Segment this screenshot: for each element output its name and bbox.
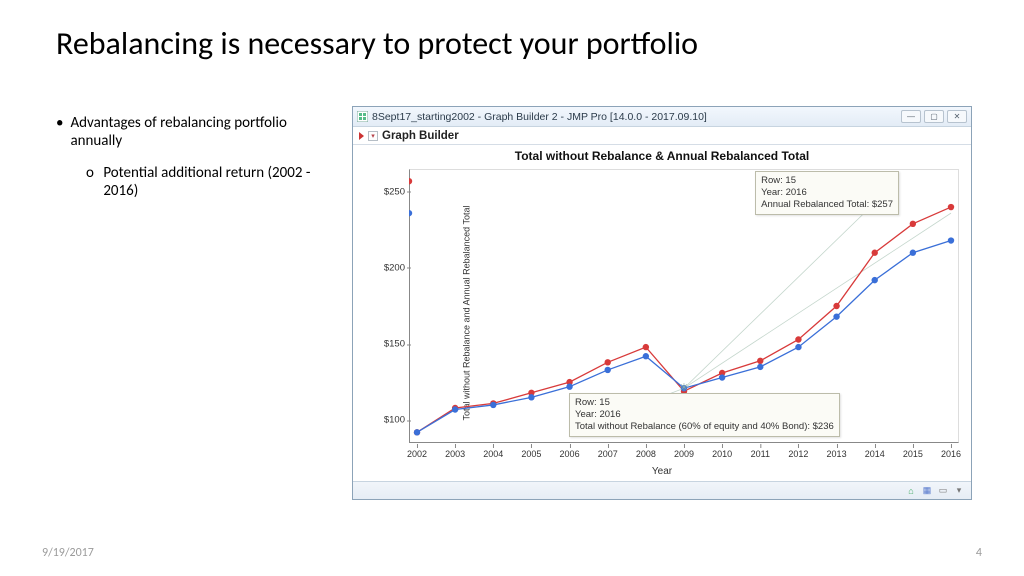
dropdown-caret-icon[interactable]: ▾ [368,131,378,141]
panel-title: Graph Builder [382,130,459,142]
disclosure-triangle-icon[interactable] [359,132,364,140]
x-tick: 2009 [674,449,694,459]
grid-icon[interactable]: ▦ [921,485,933,497]
bullet-level2: o Potential additional return (2002 - 20… [86,164,316,200]
x-tick: 2012 [788,449,808,459]
y-tick: $200 [383,262,405,273]
tooltip-line: Year: 2016 [575,409,834,421]
x-tick: 2015 [903,449,923,459]
tooltip-line: Annual Rebalanced Total: $257 [761,199,893,211]
x-tick: 2002 [407,449,427,459]
bullet-list: • Advantages of rebalancing portfolio an… [56,114,316,200]
x-tick: 2004 [483,449,503,459]
x-tick: 2011 [751,449,770,459]
minimize-button[interactable]: — [901,110,921,123]
x-tick: 2010 [712,449,732,459]
home-icon[interactable]: ⌂ [905,485,917,497]
x-tick: 2016 [941,449,961,459]
tooltip-line: Year: 2016 [761,187,893,199]
window-titlebar[interactable]: 8Sept17_starting2002 - Graph Builder 2 -… [353,107,971,127]
y-tick: $250 [383,186,405,197]
status-bar: ⌂ ▦ ▭ ▾ [353,481,971,499]
maximize-button[interactable]: ▢ [924,110,944,123]
doc-icon[interactable]: ▭ [937,485,949,497]
x-tick: 2013 [827,449,847,459]
tooltip-line: Row: 15 [761,175,893,187]
x-tick: 2005 [521,449,541,459]
panel-header[interactable]: ▾ Graph Builder [353,127,971,145]
chevron-down-icon[interactable]: ▾ [953,485,965,497]
app-icon [357,111,368,122]
bullet-dot-icon: • [56,114,70,150]
close-icon: ✕ [954,112,961,121]
tooltip-top: Row: 15Year: 2016Annual Rebalanced Total… [755,171,899,215]
footer-date: 9/19/2017 [42,546,94,560]
y-tick: $150 [383,339,405,350]
y-tick: $100 [383,415,405,426]
window-title: 8Sept17_starting2002 - Graph Builder 2 -… [372,111,707,123]
footer-page-number: 4 [976,546,982,560]
x-tick: 2007 [598,449,618,459]
x-tick: 2008 [636,449,656,459]
chart-title: Total without Rebalance & Annual Rebalan… [353,145,971,163]
close-button[interactable]: ✕ [947,110,967,123]
bullet-circle-icon: o [86,164,103,200]
maximize-icon: ▢ [930,112,938,121]
tooltip-line: Total without Rebalance (60% of equity a… [575,421,834,433]
jmp-window: 8Sept17_starting2002 - Graph Builder 2 -… [352,106,972,500]
x-axis-label: Year [652,466,672,477]
bullet-level1: • Advantages of rebalancing portfolio an… [56,114,316,150]
minimize-icon: — [907,112,915,121]
x-tick: 2006 [560,449,580,459]
slide-title: Rebalancing is necessary to protect your… [56,24,698,63]
bullet2-text: Potential additional return (2002 - 2016… [103,164,316,200]
tooltip-line: Row: 15 [575,397,834,409]
bullet1-text: Advantages of rebalancing portfolio annu… [70,114,316,150]
x-tick: 2014 [865,449,885,459]
x-tick: 2003 [445,449,465,459]
tooltip-bottom: Row: 15Year: 2016Total without Rebalance… [569,393,840,437]
chart-area: Total without Rebalance & Annual Rebalan… [353,145,971,481]
plot-region[interactable]: ✳ Row: 15Year: 2016Annual Rebalanced Tot… [409,169,959,443]
